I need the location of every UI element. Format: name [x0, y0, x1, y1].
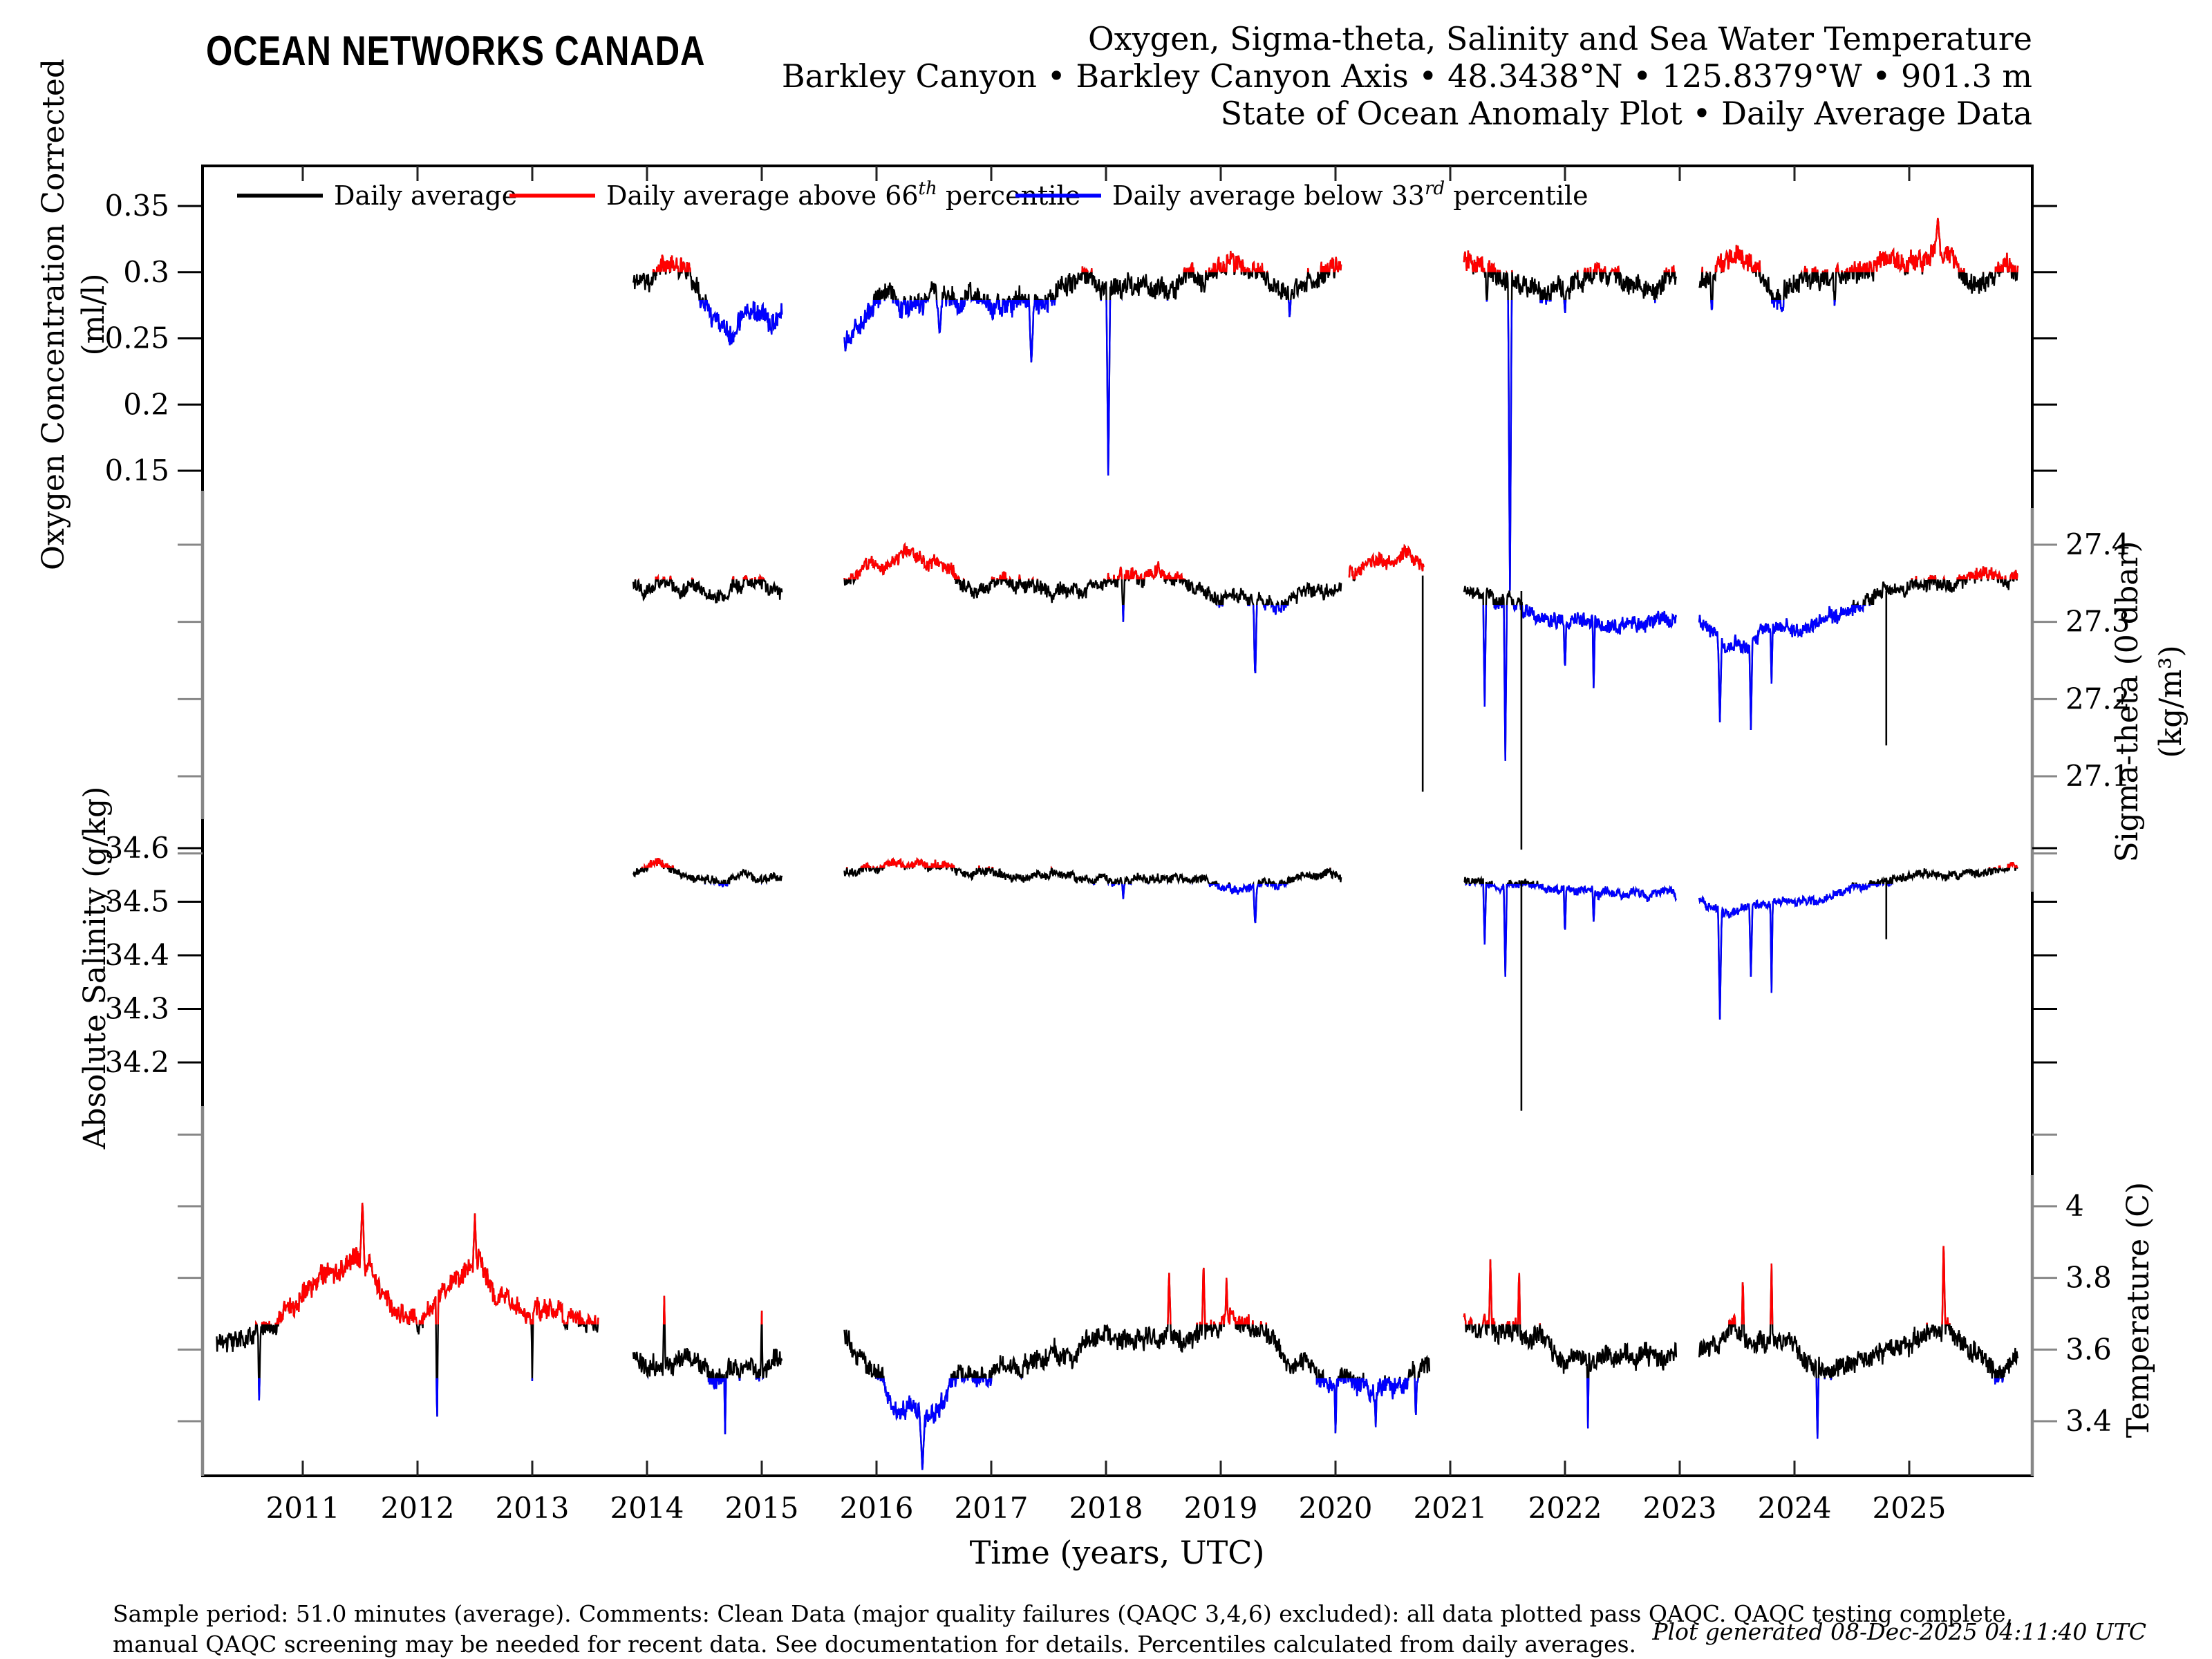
salinity-axis-label: Absolute Salinity (g/kg): [77, 787, 113, 1150]
x-tick-label-2024: 2024: [1758, 1491, 1832, 1525]
oxygen-blue-layer: [698, 299, 1836, 591]
temperature-trace-group: [216, 1202, 2019, 1470]
oxygen-y-tick-label: 0.35: [104, 189, 169, 223]
legend: Daily average Daily average above 66th pe…: [237, 178, 1588, 211]
x-tick-label-2013: 2013: [496, 1491, 570, 1525]
salinity-y-tick-label: 34.6: [104, 831, 169, 865]
sigma-trace-group: [632, 542, 2018, 850]
legend-label: Daily average below 33rd percentile: [1112, 178, 1588, 211]
x-tick-label-2017: 2017: [955, 1491, 1029, 1525]
sigma-axis-label: (kg/m³): [2153, 645, 2188, 758]
oxygen-y-tick-label: 0.3: [123, 255, 169, 289]
traces-layer: [216, 218, 2019, 1470]
x-tick-label-2014: 2014: [610, 1491, 684, 1525]
legend-item-above-66th: Daily average above 66th percentile: [509, 178, 1080, 211]
sigma-y-tick-label: 27.3: [2065, 605, 2130, 639]
salinity-y-tick-label: 34.3: [104, 992, 169, 1026]
title-line-2: Barkley Canyon • Barkley Canyon Axis • 4…: [782, 57, 2032, 95]
legend-label: Daily average: [334, 180, 517, 211]
title-line-1: Oxygen, Sigma-theta, Salinity and Sea Wa…: [1088, 20, 2032, 57]
oxygen-axis-label: (ml/l): [76, 273, 111, 355]
oxygen-axis-label: Oxygen Concentration Corrected: [36, 59, 71, 570]
x-tick-label-2018: 2018: [1069, 1491, 1143, 1525]
x-tick-label-2011: 2011: [266, 1491, 340, 1525]
salinity-y-tick-label: 34.4: [104, 938, 169, 972]
sigma-red-layer: [634, 542, 2018, 580]
x-tick-label-2023: 2023: [1643, 1491, 1717, 1525]
x-axis-label: Time (years, UTC): [970, 1534, 1265, 1571]
x-tick-label-2020: 2020: [1299, 1491, 1373, 1525]
x-tick-label-2012: 2012: [381, 1491, 455, 1525]
temperature-y-tick-label: 3.6: [2065, 1332, 2112, 1366]
temperature-y-tick-label: 3.8: [2065, 1261, 2112, 1295]
x-tick-label-2019: 2019: [1184, 1491, 1258, 1525]
onc-logo: OCEAN NETWORKS CANADA: [206, 27, 705, 74]
oxygen-y-tick-label: 0.2: [123, 387, 169, 421]
footer-comments-line-1: Sample period: 51.0 minutes (average). C…: [113, 1600, 2013, 1627]
footer-comments-line-2: manual QAQC screening may be needed for …: [113, 1631, 1636, 1658]
temperature-red-layer: [254, 1202, 1951, 1325]
sigma-y-tick-label: 27.4: [2065, 527, 2130, 561]
temperature-trace-above-66th: [254, 1202, 1951, 1325]
legend-item-daily-average: Daily average: [237, 180, 517, 211]
sigma-axis-label: Sigma-theta (0 dbar): [2110, 541, 2145, 862]
title-line-3: State of Ocean Anomaly Plot • Daily Aver…: [1221, 95, 2032, 132]
footer-generated-timestamp: Plot generated 08-Dec-2025 04:11:40 UTC: [1651, 1618, 2146, 1645]
oxygen-y-tick-label: 0.15: [104, 453, 169, 487]
sigma-y-tick-label: 27.1: [2065, 759, 2130, 793]
temperature-y-tick-label: 3.4: [2065, 1404, 2112, 1438]
sigma-y-tick-label: 27.2: [2065, 682, 2130, 715]
x-tick-label-2022: 2022: [1528, 1491, 1602, 1525]
x-tick-label-2021: 2021: [1414, 1491, 1488, 1525]
salinity-trace-group: [632, 856, 2018, 1111]
x-tick-label-2016: 2016: [840, 1491, 914, 1525]
sigma-trace-above-66th: [634, 542, 2018, 580]
oxygen-y-tick-label: 0.25: [104, 321, 169, 355]
salinity-trace-black: [632, 856, 2018, 1020]
temperature-axis-label: Temperature (C): [2121, 1182, 2156, 1438]
x-tick-label-2025: 2025: [1873, 1491, 1947, 1525]
oxygen-trace-below-33rd: [698, 299, 1836, 591]
temperature-y-tick-label: 4: [2065, 1189, 2084, 1223]
salinity-y-tick-label: 34.2: [104, 1045, 169, 1079]
axes-layer: 2011 2012 2013 2014 2015 2016 2017 2018 2019 2020…: [36, 59, 2188, 1525]
legend-item-below-33rd: Daily average below 33rd percentile: [1015, 178, 1588, 211]
legend-label: Daily average above 66th percentile: [606, 178, 1080, 211]
x-tick-label-2015: 2015: [725, 1491, 799, 1525]
oxygen-trace-group: [632, 218, 2019, 591]
salinity-y-tick-label: 34.5: [104, 885, 169, 919]
